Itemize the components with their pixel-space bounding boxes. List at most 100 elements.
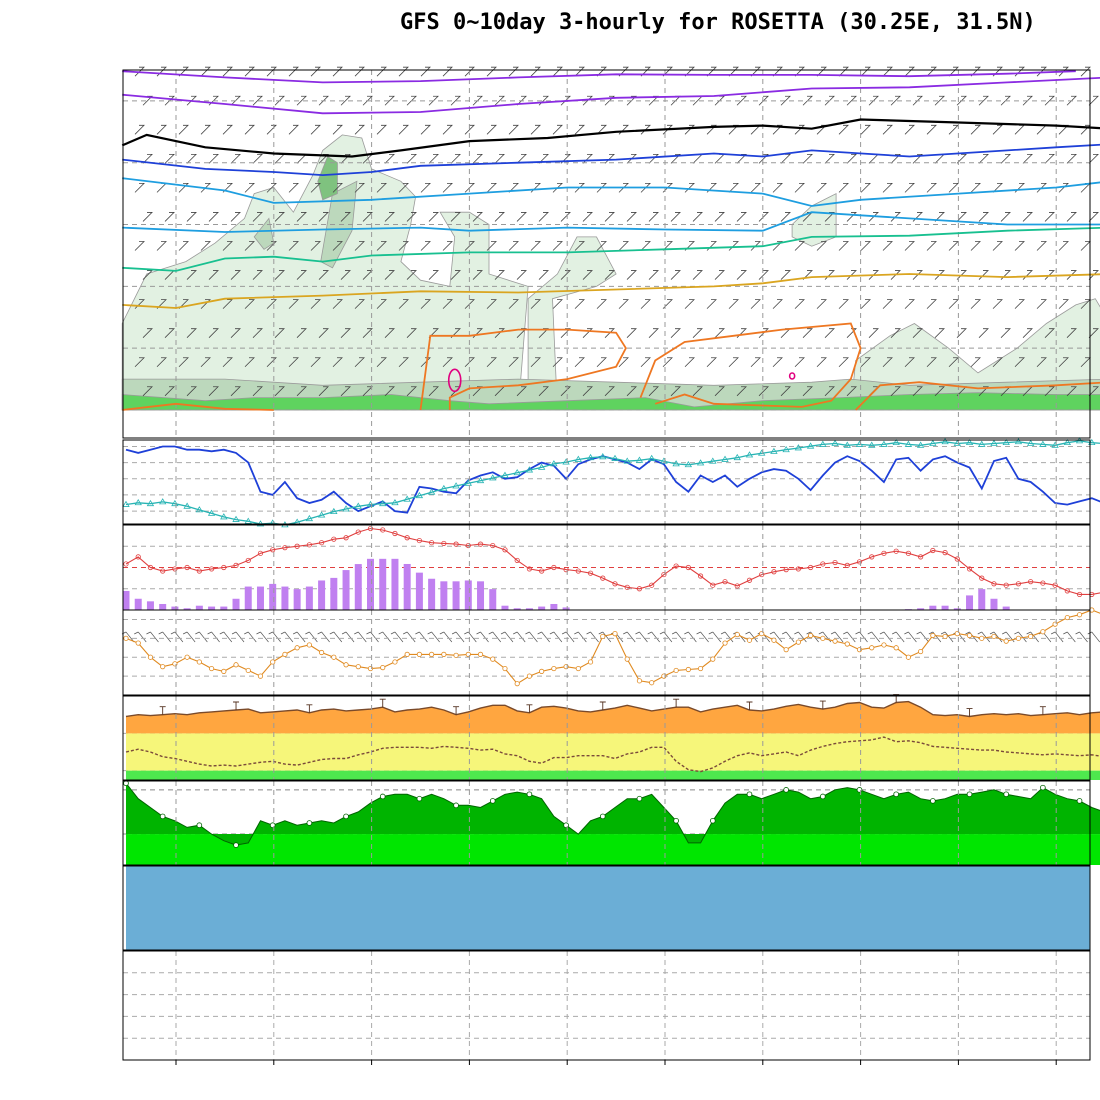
- wind-speed-point: [306, 642, 312, 648]
- wind-barb: [904, 66, 915, 77]
- lifted-index-point: [966, 566, 973, 572]
- wind-barb: [868, 153, 879, 164]
- wind-barb-10m: [794, 631, 807, 643]
- wind-barb: [934, 212, 945, 222]
- thickness-point: [379, 499, 387, 507]
- wind-barb: [824, 386, 835, 397]
- wind-contour-5-upper: [122, 70, 1076, 84]
- thickness-point: [892, 438, 900, 446]
- wind-barb: [618, 66, 629, 77]
- wind-speed-point: [221, 668, 227, 674]
- wind-barb: [200, 241, 211, 251]
- wind-barb-10m: [989, 631, 1003, 643]
- wind-barb: [384, 386, 395, 397]
- rh-point: [1040, 784, 1046, 791]
- wind-barb-10m: [182, 631, 196, 643]
- wind-barb-10m: [366, 631, 379, 643]
- wind-barb: [178, 66, 189, 77]
- temp-contour-30-cell: [447, 368, 462, 393]
- wind-barb: [142, 328, 153, 338]
- rh-point: [1003, 791, 1009, 798]
- wind-barb: [1088, 212, 1099, 222]
- thickness-point: [440, 484, 448, 492]
- wind-barb: [1058, 357, 1069, 368]
- wind-barb: [252, 270, 263, 280]
- wind-barb: [134, 183, 145, 193]
- wind-barb: [670, 212, 681, 222]
- wind-speed-point: [832, 638, 838, 644]
- cape-bar: [367, 558, 374, 610]
- wind-barb-10m: [769, 631, 783, 643]
- wind-barb: [662, 299, 673, 309]
- wind-speed-point: [477, 651, 484, 657]
- wind-barb: [816, 66, 827, 77]
- lifted-index-point: [380, 527, 386, 533]
- wind-speed-point: [404, 651, 410, 657]
- temp-contour-25-b: [639, 322, 862, 408]
- wind-barb: [582, 328, 593, 338]
- wind-barb: [626, 212, 637, 222]
- thickness-point: [672, 460, 680, 467]
- lifted-index-point: [734, 583, 740, 589]
- rh-point: [1076, 798, 1083, 804]
- cape-bar: [159, 603, 167, 610]
- wind-barb: [340, 386, 351, 397]
- wind-barb: [912, 95, 923, 106]
- wind-barb-10m: [574, 631, 587, 643]
- wind-barb: [758, 95, 769, 106]
- wind-barb: [648, 270, 659, 280]
- wind-barb-10m: [940, 631, 954, 643]
- thickness-point: [183, 502, 191, 509]
- wind-barb-10m: [390, 631, 404, 643]
- wind-barb: [420, 299, 431, 309]
- wind-speed-point: [184, 654, 190, 660]
- wind-barb: [978, 386, 989, 397]
- wind-barb: [714, 212, 725, 222]
- wind-speed-point: [893, 645, 899, 651]
- wind-barb: [244, 66, 255, 77]
- wind-barb: [926, 183, 937, 193]
- rh-point: [893, 791, 899, 798]
- wind-barb: [538, 270, 549, 280]
- wind-barb-10m: [244, 631, 257, 643]
- thickness-point: [146, 499, 155, 507]
- wind-barb: [406, 270, 417, 280]
- wind-barb: [780, 95, 791, 106]
- lifted-index-point: [416, 537, 422, 544]
- wind-barb: [208, 212, 219, 222]
- wind-barb: [530, 183, 541, 193]
- wind-barb: [354, 357, 365, 368]
- thickness-point: [623, 457, 631, 464]
- wind-barb-10m: [1075, 631, 1088, 643]
- wind-barb-10m: [696, 631, 709, 643]
- thickness-point: [391, 499, 399, 506]
- thickness-point: [1014, 437, 1023, 445]
- wind-barb: [332, 124, 343, 135]
- wind-speed-point: [771, 637, 777, 643]
- wind-barb: [296, 212, 307, 222]
- lifted-index-point: [869, 554, 875, 560]
- lifted-index-point: [1040, 580, 1046, 586]
- wind-barb: [816, 299, 827, 309]
- thickness-point: [1002, 438, 1010, 446]
- wind-speed-point: [1028, 633, 1034, 640]
- wind-barb: [266, 183, 277, 193]
- wind-barb: [274, 386, 285, 397]
- wind-barb: [736, 386, 747, 397]
- thickness-point: [244, 517, 252, 524]
- wind-barb: [288, 183, 299, 193]
- lifted-index-point: [184, 564, 190, 571]
- wind-barb: [552, 183, 563, 193]
- wind-barb: [1058, 183, 1069, 193]
- wind-barb-10m: [280, 631, 294, 643]
- wind-barb: [442, 183, 453, 193]
- lifted-index-point: [1003, 582, 1009, 588]
- wind-speed-point: [343, 662, 349, 668]
- wind-barb: [794, 241, 805, 251]
- wind-barb: [846, 386, 857, 397]
- wind-barb: [398, 357, 409, 368]
- lifted-index-point: [477, 541, 484, 547]
- wind-barb: [494, 328, 505, 338]
- wind-barb: [134, 124, 145, 135]
- wind-barb: [156, 357, 167, 368]
